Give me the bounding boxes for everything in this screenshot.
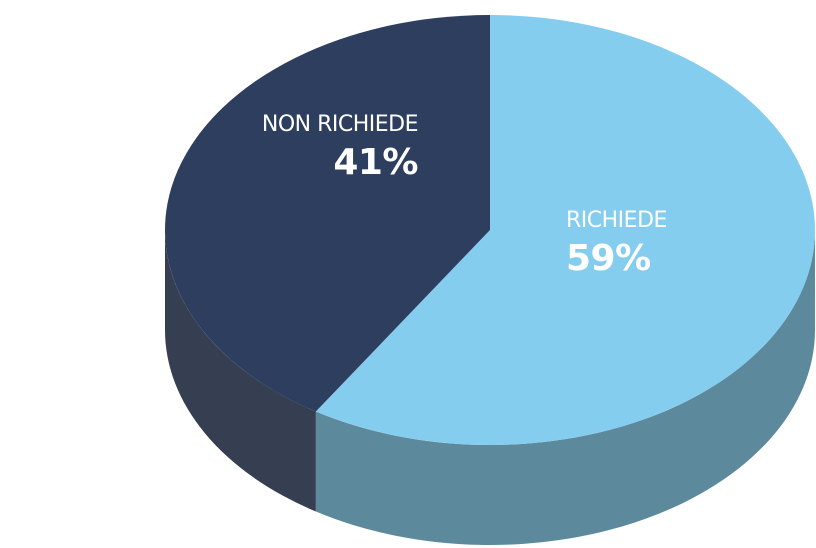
value-label: 41% (333, 142, 418, 183)
value-label: 59% (566, 238, 651, 279)
slice-side (315, 230, 815, 545)
category-label: NON RICHIEDE (261, 112, 419, 137)
slice (165, 15, 491, 412)
category-label: RICHIEDE (566, 208, 667, 233)
slice-label: NON RICHIEDE 41% (258, 108, 419, 185)
slice-side (165, 230, 316, 512)
slice-label: RICHIEDE 59% (566, 204, 726, 281)
slice (315, 15, 815, 445)
